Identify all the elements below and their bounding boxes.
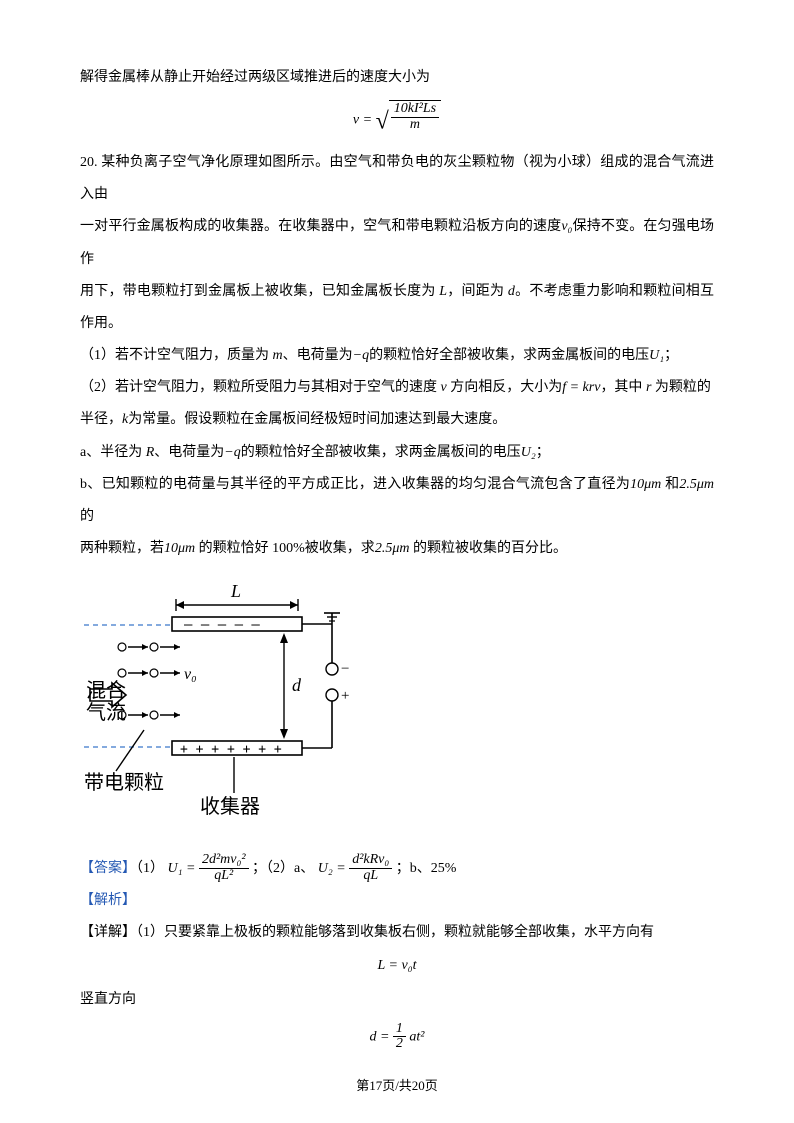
minus-q: −q — [353, 348, 369, 363]
detail-tag: 【详解】 — [80, 925, 136, 940]
sqrt-block: √ 10kI²Ls m — [376, 100, 441, 141]
q20-p1d: 用下，带电颗粒打到金属板上被收集，已知金属板长度为 — [80, 284, 439, 299]
part2a: （2）若计空气阻力，颗粒所受阻力与其相对于空气的速度 — [80, 380, 441, 395]
eq-h: L = v₀t — [378, 958, 417, 973]
part2c: ，其中 — [600, 380, 646, 395]
part2e: 半径， — [80, 412, 122, 427]
svg-text:−: − — [341, 661, 349, 677]
a-line-c: 的颗粒恰好全部被收集，求两金属板间的电压 — [241, 445, 521, 460]
b-line-b: 和 — [661, 477, 679, 492]
ans-frac2-num: d²kRv₀ — [349, 853, 392, 869]
ans-mid: ；（2）a、 — [252, 861, 318, 876]
q20-part1: （1）若不计空气阻力，质量为 m、电荷量为−q的颗粒恰好全部被收集，求两金属板间… — [80, 340, 714, 372]
ans-frac2-den: qL — [349, 869, 392, 884]
q20-b-row1: b、已知颗粒的电荷量与其半径的平方成正比，进入收集器的均匀混合气流包含了直径为1… — [80, 469, 714, 533]
two5-um-2: 2.5μm — [375, 541, 410, 556]
R: R — [146, 445, 155, 460]
semi1: ； — [664, 348, 678, 363]
formula-L-v0t: L = v₀t — [80, 955, 714, 977]
q20-p1-row2: 一对平行金属板构成的收集器。在收集器中，空气和带电颗粒沿板方向的速度v₀保持不变… — [80, 211, 714, 275]
part1c: 的颗粒恰好全部被收集，求两金属板间的电压 — [369, 348, 649, 363]
b-line-e: 的颗粒恰好 100%被收集，求 — [195, 541, 375, 556]
v0: v₀ — [561, 219, 572, 234]
ten-um-1: 10μm — [630, 477, 661, 492]
q20-num: 20. — [80, 155, 101, 170]
formula-v-root: v = √ 10kI²Ls m — [80, 100, 714, 141]
formula-lhs: v — [353, 113, 359, 128]
diagram-L: L — [230, 581, 241, 601]
b-line-a: b、已知颗粒的电荷量与其半径的平方成正比，进入收集器的均匀混合气流包含了直径为 — [80, 477, 630, 492]
part2d: 为颗粒的 — [651, 380, 711, 395]
q20-b-row2: 两种颗粒，若10μm 的颗粒恰好 100%被收集，求2.5μm 的颗粒被收集的百… — [80, 533, 714, 565]
eq-v-lhs: d — [369, 1029, 376, 1044]
b-line-f: 的颗粒被收集的百分比。 — [409, 541, 567, 556]
ans-frac2: d²kRv₀ qL — [349, 853, 392, 883]
formula-eq: = — [363, 113, 372, 128]
diagram-mix1: 混合 — [86, 679, 126, 702]
ten-um-2: 10μm — [164, 541, 195, 556]
intro-line: 解得金属棒从静止开始经过两级区域推进后的速度大小为 — [80, 62, 714, 94]
q20-part2-row1: （2）若计空气阻力，颗粒所受阻力与其相对于空气的速度 v 方向相反，大小为f =… — [80, 372, 714, 404]
formula-d-half-at2: d = 1 2 at² — [80, 1022, 714, 1052]
ans-frac1-den: qL² — [199, 869, 249, 884]
page-root: 解得金属棒从静止开始经过两级区域推进后的速度大小为 v = √ 10kI²Ls … — [0, 0, 794, 1123]
a-line-b: 、电荷量为 — [154, 445, 224, 460]
two5-um-1: 2.5μm — [679, 477, 714, 492]
ans-tail: ；b、25% — [396, 861, 457, 876]
semi2: ； — [536, 445, 550, 460]
minus-q-2: −q — [224, 445, 240, 460]
part1a: （1）若不计空气阻力，质量为 — [80, 348, 273, 363]
q20-a-line: a、半径为 R、电荷量为−q的颗粒恰好全部被收集，求两金属板间的电压U₂； — [80, 437, 714, 469]
ans-U1: U₁ — [168, 861, 183, 876]
half-den: 2 — [393, 1037, 406, 1052]
b-line-d: 两种颗粒，若 — [80, 541, 164, 556]
diagram-svg: — — — — — + + + + + + + L d − — [84, 575, 374, 825]
answer-line: 【答案】（1） U₁ = 2d²mv₀² qL² ；（2）a、 U₂ = d²k… — [80, 853, 714, 885]
answer-tag: 【答案】 — [80, 861, 136, 876]
svg-text:— — — — —: — — — — — — [184, 617, 260, 633]
q20-p1b: 一对平行金属板构成的收集器。在收集器中，空气和带电颗粒沿板方向的速度 — [80, 219, 561, 234]
q20-p1: 20. 某种负离子空气净化原理如图所示。由空气和带负电的灰尘颗粒物（视为小球）组… — [80, 147, 714, 211]
eq-v-rhs: at² — [409, 1029, 424, 1044]
U1: U₁ — [649, 348, 664, 363]
d1: （1）只要紧靠上极板的颗粒能够落到收集板右侧，颗粒就能够全部收集，水平方向有 — [136, 925, 654, 940]
f-eq: f = krv — [562, 380, 600, 395]
q20-p1-row3: 用下，带电颗粒打到金属板上被收集，已知金属板长度为 L，间距为 d。不考虑重力影… — [80, 276, 714, 340]
U2: U₂ — [521, 445, 536, 460]
d: d — [508, 284, 515, 299]
analysis-tag: 【解析】 — [80, 885, 714, 917]
a-line-a: a、半径为 — [80, 445, 146, 460]
diagram-v0: v₀ — [184, 666, 197, 683]
diagram-d: d — [292, 675, 302, 695]
frac-den: m — [410, 117, 420, 132]
svg-text:+ + + + + + +: + + + + + + + — [180, 742, 282, 757]
half-num: 1 — [393, 1022, 406, 1038]
part1b: 、电荷量为 — [283, 348, 353, 363]
ans-U2: U₂ — [318, 861, 333, 876]
part2b: 方向相反，大小为 — [447, 380, 563, 395]
q20-p1e: ，间距为 — [447, 284, 508, 299]
ans-frac1: 2d²mv₀² qL² — [199, 853, 249, 883]
detail-line: 【详解】（1）只要紧靠上极板的颗粒能够落到收集板右侧，颗粒就能够全部收集，水平方… — [80, 917, 714, 949]
q20-part2-row2: 半径，k为常量。假设颗粒在金属板间经极短时间加速达到最大速度。 — [80, 404, 714, 436]
m: m — [273, 348, 283, 363]
part2f: 为常量。假设颗粒在金属板间经极短时间加速达到最大速度。 — [128, 412, 506, 427]
vertical-label: 竖直方向 — [80, 984, 714, 1016]
ans-p1a: （1） — [136, 861, 168, 876]
svg-text:+: + — [341, 688, 349, 704]
ans-frac1-num: 2d²mv₀² — [199, 853, 249, 869]
diagram-collector: 收集器 — [200, 795, 260, 818]
b-line-c: 的 — [80, 509, 94, 524]
frac-num: 10kI²Ls — [394, 101, 436, 116]
diagram-mix2: 气流 — [86, 701, 126, 724]
q20-p1a: 某种负离子空气净化原理如图所示。由空气和带负电的灰尘颗粒物（视为小球）组成的混合… — [80, 155, 714, 202]
page-number: 第17页/共20页 — [0, 1071, 794, 1101]
diagram-particles: 带电颗粒 — [84, 771, 164, 794]
half-frac: 1 2 — [393, 1022, 406, 1052]
L: L — [439, 284, 447, 299]
collector-diagram: — — — — — + + + + + + + L d − — [84, 575, 374, 838]
